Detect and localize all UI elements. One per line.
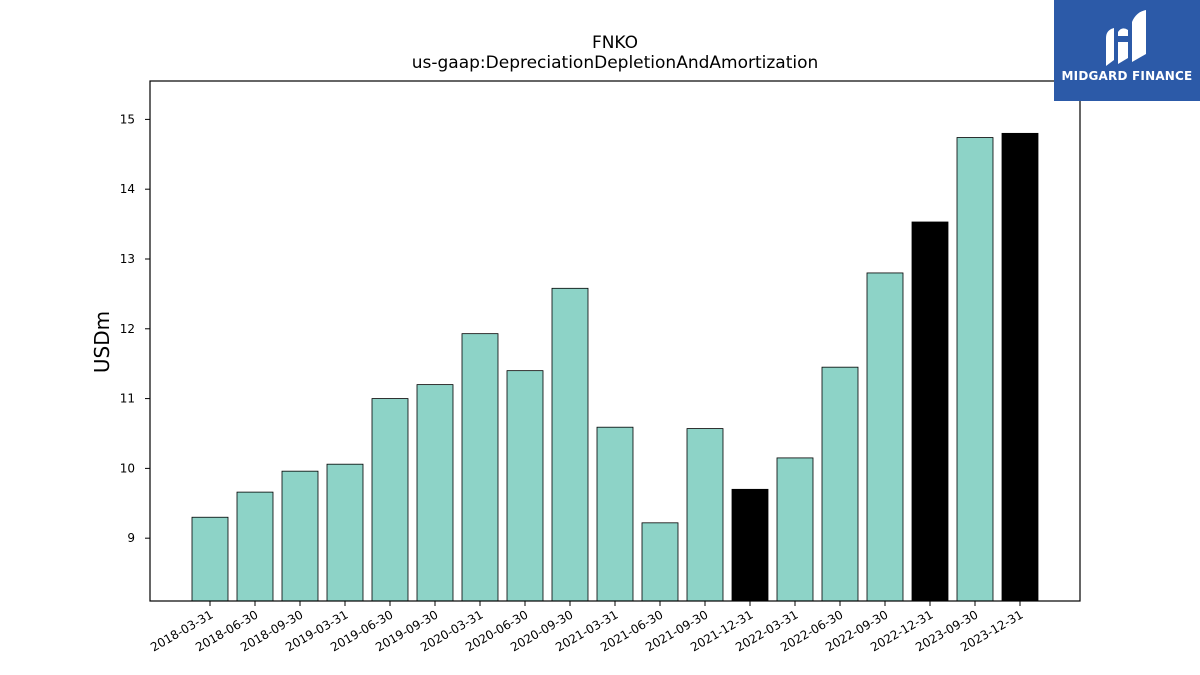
chart-title: FNKO bbox=[592, 33, 638, 53]
y-tick-label: 15 bbox=[120, 112, 135, 126]
chart-subtitle: us-gaap:DepreciationDepletionAndAmortiza… bbox=[412, 53, 819, 73]
bar-2022-12-31 bbox=[911, 221, 949, 602]
x-axis: 2018-03-312018-06-302018-09-302019-03-31… bbox=[148, 601, 1026, 654]
bar-2020-03-31 bbox=[461, 333, 499, 602]
bar-2022-06-30 bbox=[821, 366, 859, 602]
bar-2018-09-30 bbox=[281, 470, 319, 602]
bar-2019-06-30 bbox=[371, 398, 409, 602]
bar-2020-06-30 bbox=[506, 370, 544, 602]
bar-2023-09-30 bbox=[956, 137, 994, 602]
y-axis: 9 10 11 12 13 14 15 bbox=[120, 112, 150, 545]
y-axis-label: USDm bbox=[90, 311, 114, 373]
y-tick-label: 12 bbox=[120, 322, 135, 336]
bar-2021-12-31 bbox=[731, 488, 769, 602]
y-tick-label: 13 bbox=[120, 252, 135, 266]
bar-2021-06-30 bbox=[641, 522, 679, 602]
bars-group bbox=[191, 132, 1039, 602]
bar-2018-06-30 bbox=[236, 491, 274, 602]
midgard-finance-logo: MIDGARD FINANCE bbox=[1054, 0, 1200, 101]
bar-2019-03-31 bbox=[326, 463, 364, 602]
logo-text: MIDGARD FINANCE bbox=[1061, 69, 1193, 83]
bar-2023-12-31 bbox=[1001, 132, 1039, 602]
bar-2022-03-31 bbox=[776, 457, 814, 602]
y-tick-label: 10 bbox=[120, 461, 135, 475]
bar-2018-03-31 bbox=[191, 516, 229, 602]
plot-frame bbox=[149, 80, 1081, 602]
bar-2021-09-30 bbox=[686, 428, 724, 602]
bar-2021-03-31 bbox=[596, 426, 634, 602]
y-tick-label: 14 bbox=[120, 182, 135, 196]
bar-2019-09-30 bbox=[416, 384, 454, 602]
midgard-logo-icon bbox=[1106, 10, 1146, 66]
bar-2020-09-30 bbox=[551, 287, 589, 602]
y-tick-label: 11 bbox=[120, 392, 135, 406]
y-tick-label: 9 bbox=[127, 531, 135, 545]
bar-2022-09-30 bbox=[866, 272, 904, 602]
